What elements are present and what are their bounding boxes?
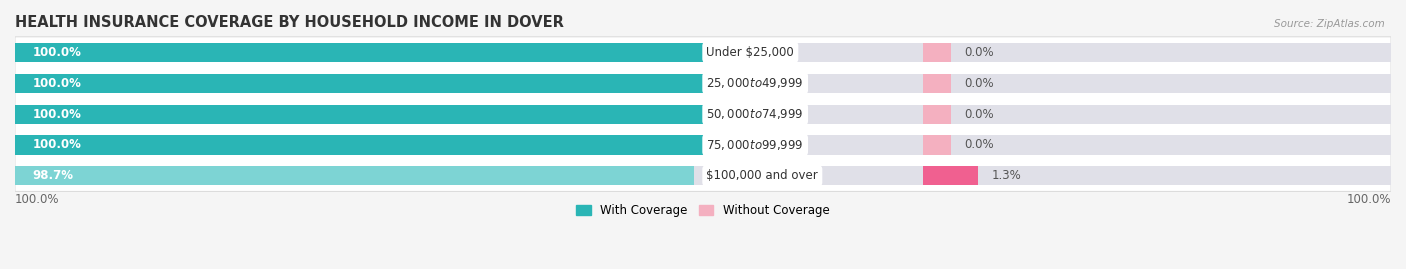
Bar [15,135,1391,154]
Text: $100,000 and over: $100,000 and over [706,169,818,182]
Text: $75,000 to $99,999: $75,000 to $99,999 [706,138,804,152]
Bar [15,104,703,124]
Text: 100.0%: 100.0% [32,46,82,59]
Text: Source: ZipAtlas.com: Source: ZipAtlas.com [1274,19,1385,29]
Bar [15,43,1391,62]
Bar [15,74,703,93]
Bar [15,104,1391,124]
Text: 1.3%: 1.3% [993,169,1022,182]
Text: 100.0%: 100.0% [32,77,82,90]
Bar [15,74,1391,93]
Bar [924,74,950,93]
Text: 100.0%: 100.0% [32,139,82,151]
Bar [15,166,1391,185]
Bar [15,135,703,154]
Bar [15,43,703,62]
Text: 100.0%: 100.0% [32,108,82,121]
Bar [15,166,695,185]
Text: 98.7%: 98.7% [32,169,73,182]
Bar [924,166,979,185]
Bar [924,43,950,62]
Text: Under $25,000: Under $25,000 [706,46,794,59]
Bar [924,135,950,154]
Text: HEALTH INSURANCE COVERAGE BY HOUSEHOLD INCOME IN DOVER: HEALTH INSURANCE COVERAGE BY HOUSEHOLD I… [15,15,564,30]
Text: 0.0%: 0.0% [965,139,994,151]
FancyBboxPatch shape [15,37,1391,191]
Text: 0.0%: 0.0% [965,77,994,90]
Text: $25,000 to $49,999: $25,000 to $49,999 [706,76,804,90]
Bar [924,104,950,124]
Text: 0.0%: 0.0% [965,108,994,121]
Text: $50,000 to $74,999: $50,000 to $74,999 [706,107,804,121]
Text: 100.0%: 100.0% [1347,193,1391,206]
Text: 100.0%: 100.0% [15,193,59,206]
Legend: With Coverage, Without Coverage: With Coverage, Without Coverage [572,199,834,222]
Text: 0.0%: 0.0% [965,46,994,59]
